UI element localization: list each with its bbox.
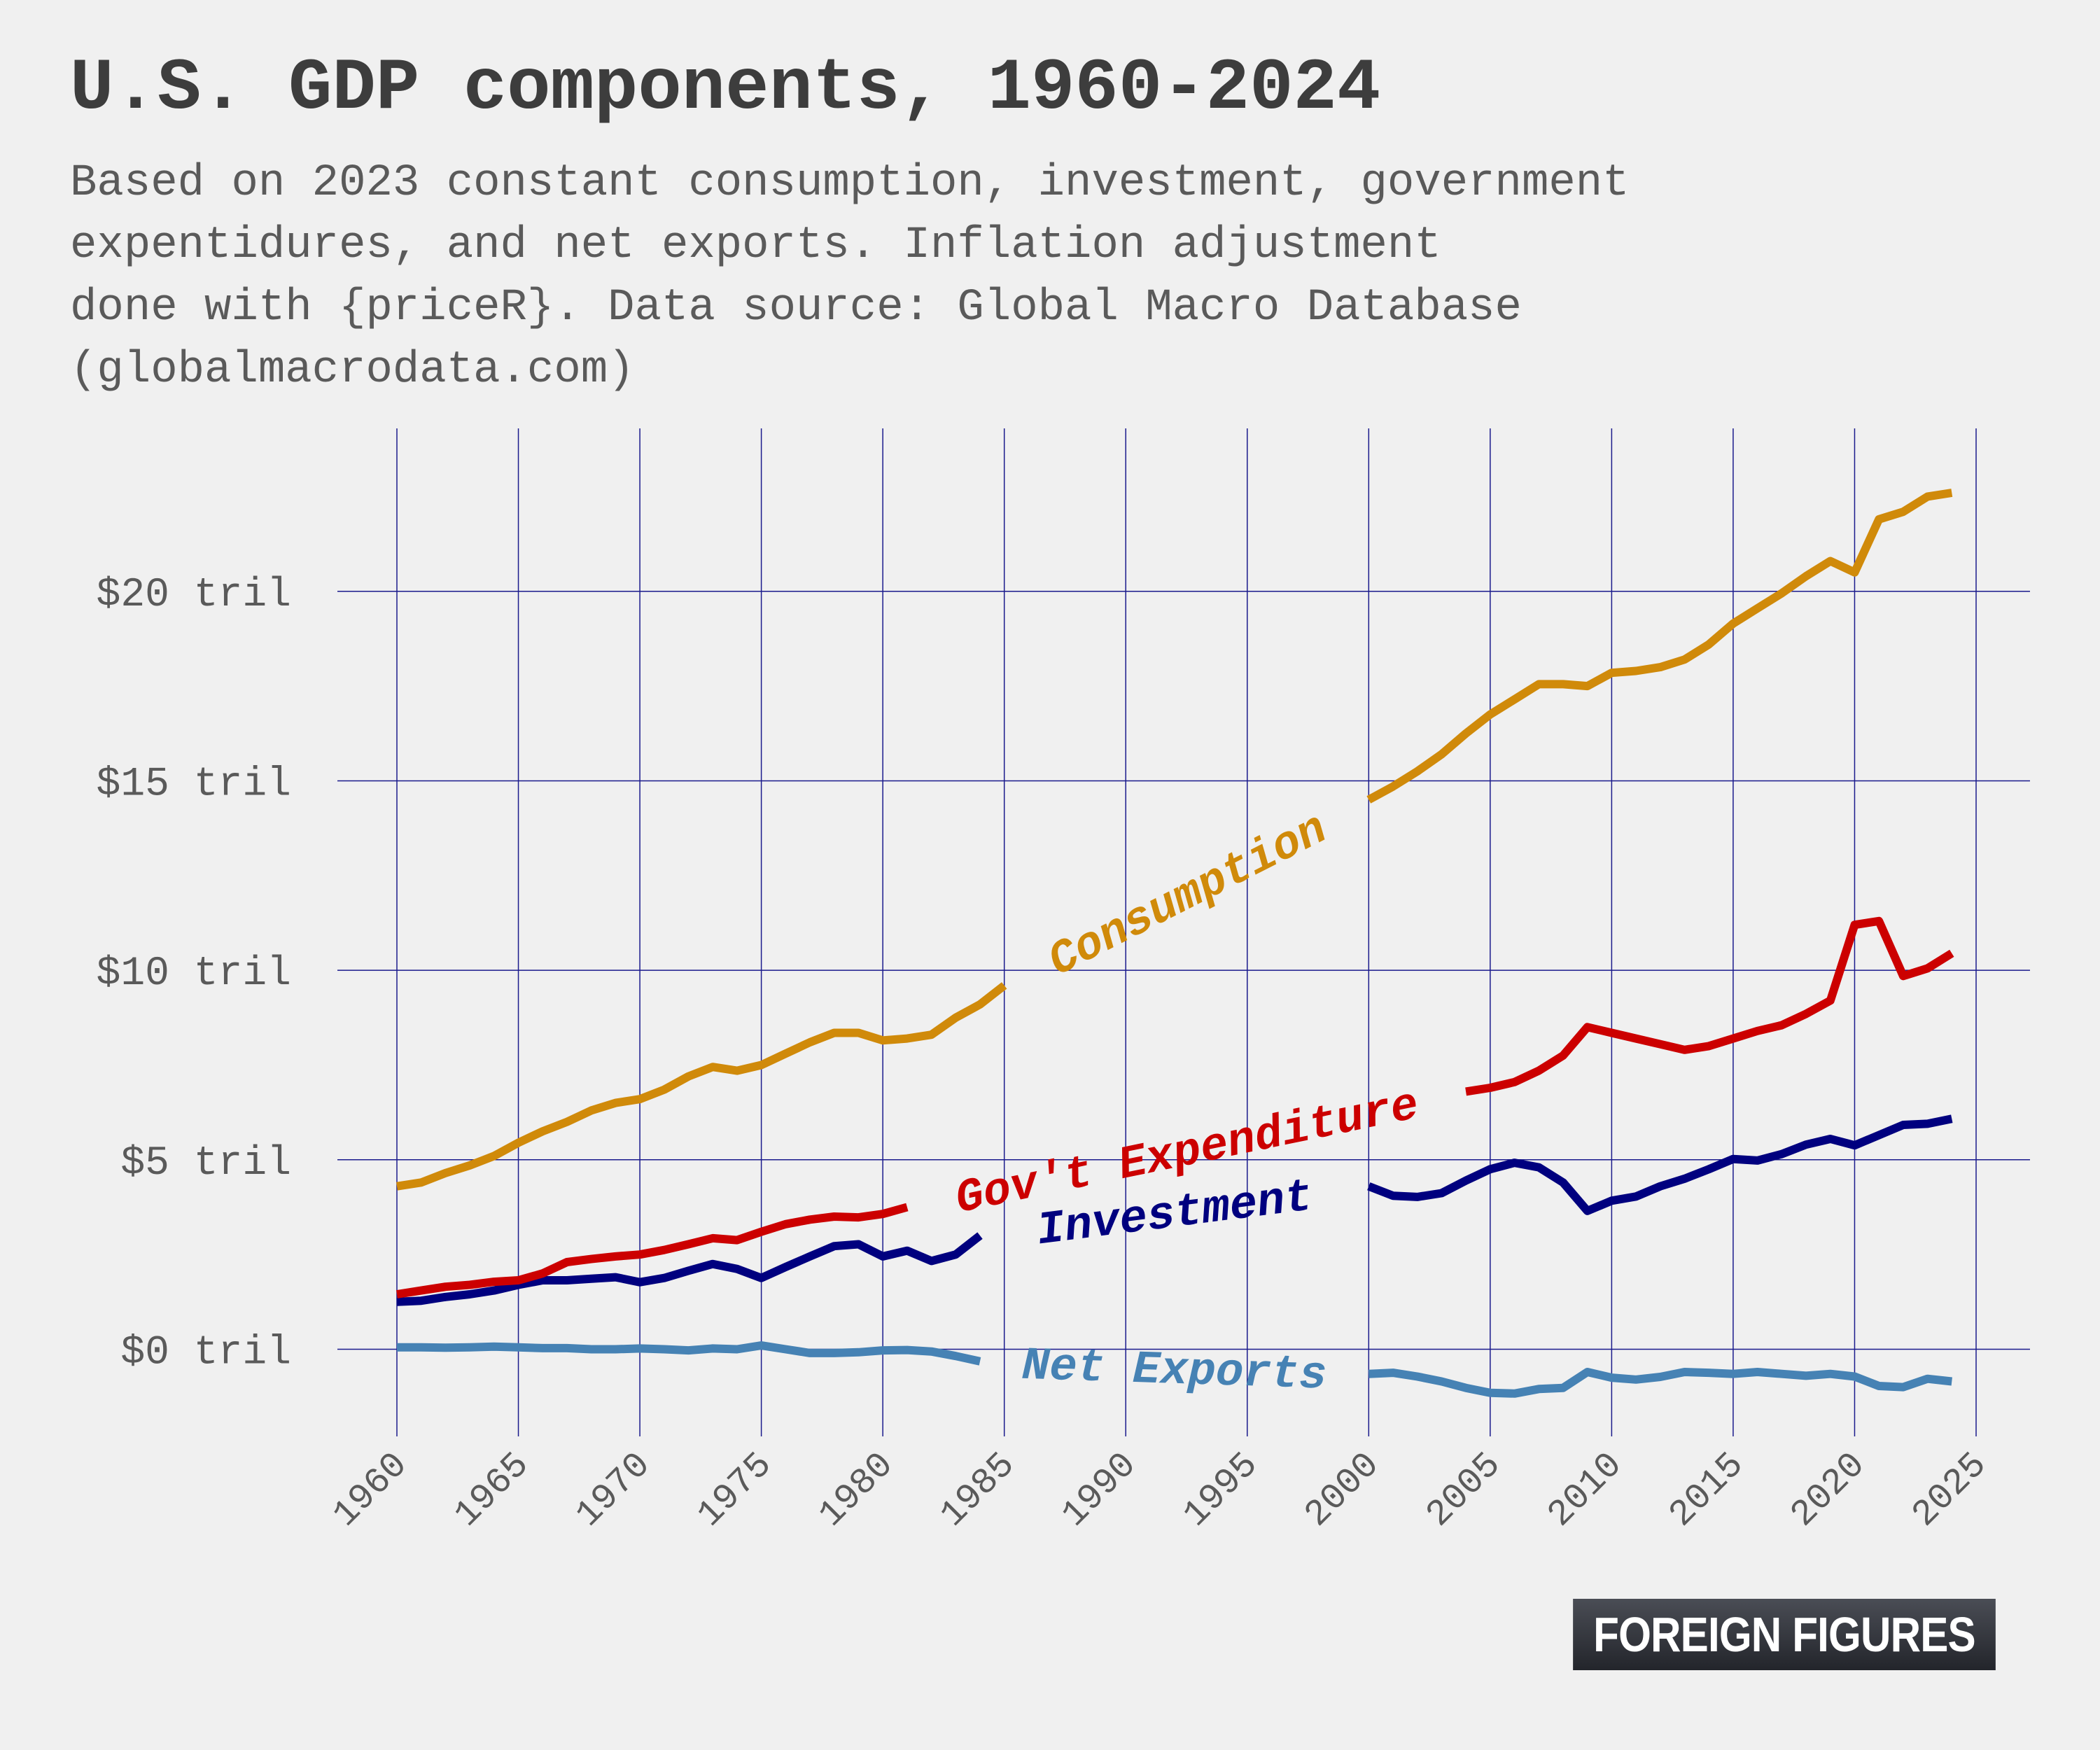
series-line: [396, 1232, 983, 1306]
subtitle-line: (globalmacrodata.com): [70, 345, 635, 396]
y-tick-label: $10 tril: [97, 951, 291, 997]
y-axis-tick-labels: $0 tril $5 tril $10 tril $15 tril $20 tril: [97, 573, 291, 1376]
y-tick-label: $15 tril: [97, 762, 291, 807]
gridlines: [337, 428, 2030, 1436]
chart-title: U.S. GDP components, 1960-2024: [70, 48, 1381, 130]
x-tick-label: 2005: [1418, 1445, 1509, 1536]
series-line: [1465, 916, 1954, 1096]
series-line: [396, 1203, 909, 1298]
series-lines: [396, 489, 1954, 1398]
x-tick-label: 2020: [1783, 1445, 1874, 1536]
x-tick-label: 1995: [1175, 1445, 1266, 1536]
x-tick-label: 1980: [811, 1445, 902, 1536]
brand-logo: FOREIGN FIGURES: [1573, 1599, 1996, 1670]
x-tick-label: 1975: [690, 1445, 780, 1536]
x-axis-tick-labels: 1960 1965 1970 1975 1980 1985 1990 1995 2000 2005…: [325, 1445, 1995, 1536]
series-label: Consumption: [1040, 803, 1336, 988]
x-tick-label: 2015: [1661, 1445, 1752, 1536]
x-tick-label: 1985: [932, 1445, 1023, 1536]
subtitle-line: expentidures, and net exports. Inflation…: [70, 220, 1441, 271]
series-line: [1366, 489, 1953, 804]
subtitle-line: Based on 2023 constant consumption, inve…: [70, 158, 1630, 209]
x-tick-label: 2000: [1297, 1445, 1388, 1536]
series-line: [1367, 1114, 1953, 1215]
series-line: [1368, 1368, 1952, 1398]
x-tick-label: 2025: [1904, 1445, 1995, 1536]
x-tick-label: 1965: [447, 1445, 538, 1536]
y-tick-label: $0 tril: [120, 1330, 291, 1376]
x-tick-label: 1990: [1054, 1445, 1145, 1536]
x-tick-label: 1970: [568, 1445, 659, 1536]
y-tick-label: $20 tril: [97, 573, 291, 618]
chart-subtitle: Based on 2023 constant consumption, inve…: [70, 153, 1630, 402]
y-tick-label: $5 tril: [120, 1141, 291, 1186]
x-tick-label: 1960: [325, 1445, 416, 1536]
series-line: [397, 1341, 981, 1366]
series-line: [396, 982, 1007, 1191]
x-tick-label: 2010: [1540, 1445, 1631, 1536]
subtitle-line: done with {priceR}. Data source: Global …: [70, 283, 1522, 333]
series-label: Net Exports: [1021, 1340, 1328, 1402]
